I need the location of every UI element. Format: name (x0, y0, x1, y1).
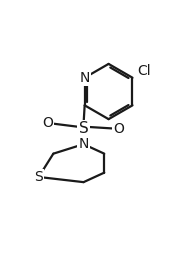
Text: N: N (78, 137, 89, 151)
Text: O: O (42, 117, 53, 131)
Text: Cl: Cl (138, 64, 151, 78)
Text: N: N (80, 71, 90, 85)
Text: S: S (79, 121, 88, 136)
Text: S: S (34, 170, 43, 184)
Text: O: O (113, 122, 124, 136)
